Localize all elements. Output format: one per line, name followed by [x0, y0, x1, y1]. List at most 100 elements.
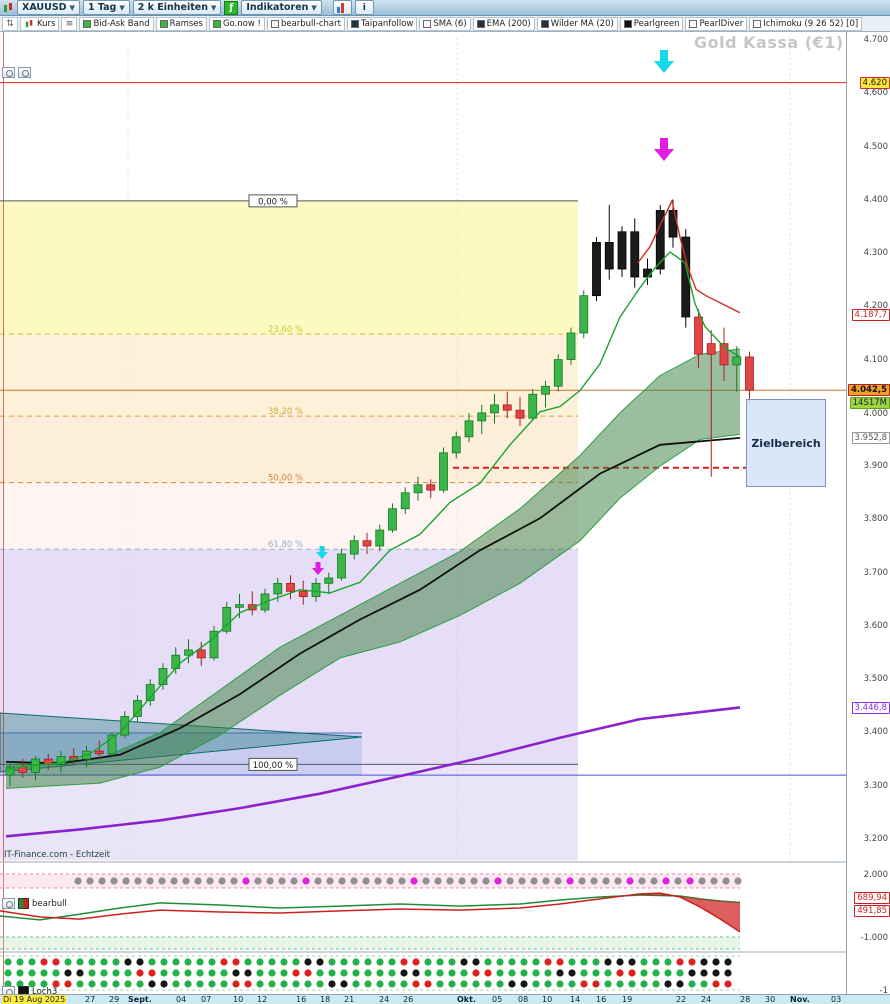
time-axis-label: 27: [85, 995, 96, 1004]
bearbull-dot: [110, 877, 118, 885]
price-axis[interactable]: 4.700 4.620 4.600 4.500 4.400 4.300 4.200 4.187…: [846, 32, 890, 996]
indicator-chip-sma-6-[interactable]: SMA (6): [419, 16, 471, 31]
loch3-dot: [4, 958, 12, 966]
chevron-down-icon: ▼: [119, 3, 125, 12]
indicator-toolbar: ⇅ Kurs ≡ Bid-Ask Band Ramses Go.now ! bearb…: [0, 16, 890, 32]
bearbull-dot: [290, 877, 298, 885]
bearbull-dot: [482, 877, 490, 885]
candle-body: [311, 582, 321, 598]
indicator-chip-go-now-[interactable]: Go.now !: [208, 16, 265, 31]
indicator-chip-list: Bid-Ask Band Ramses Go.now ! bearbull-chart…: [79, 16, 863, 31]
indicator-chip-label: PearlDiver: [699, 18, 744, 29]
list-icon[interactable]: ≡: [61, 16, 78, 31]
time-axis[interactable]: Di 19 Aug 2025 27 29 Sept. 04 07 10 12 16 18 21 24 2…: [0, 994, 890, 1004]
symbol-dropdown[interactable]: XAUUSD ▼: [17, 0, 80, 15]
bearbull-swatch[interactable]: [18, 898, 29, 909]
indicator-chip-wilder-ma-20-[interactable]: Wilder MA (20): [536, 16, 618, 31]
loch3-dot: [412, 958, 420, 966]
price-axis-label: 4.600: [863, 88, 888, 98]
bearbull-dot: [434, 877, 442, 885]
loch3-dot: [256, 969, 264, 977]
candlestick-icon: [3, 2, 14, 14]
signal-cyan-arrow-small: [319, 546, 325, 552]
loch3-dot: [568, 958, 576, 966]
signal-cyan-arrow-small: [316, 552, 328, 559]
loch3-dot: [340, 980, 348, 988]
loch3-dot: [460, 969, 468, 977]
price-axis-label: 4.000: [863, 409, 888, 419]
loch3-dot: [568, 969, 576, 977]
bearbull-dot: [638, 877, 646, 885]
price-axis-label: 491,85: [854, 905, 890, 917]
loch3-dot: [76, 980, 84, 988]
indicator-chip-ramses[interactable]: Ramses: [155, 16, 207, 31]
loch3-dot: [292, 969, 300, 977]
loch3-dot: [316, 969, 324, 977]
bearbull-dot: [662, 877, 670, 885]
bearbull-dot: [254, 877, 262, 885]
pin-icon[interactable]: [18, 67, 31, 78]
bearbull-dot: [734, 877, 742, 885]
camera-icon[interactable]: [2, 898, 15, 909]
candle-body: [515, 409, 525, 419]
time-axis-label: 14: [570, 995, 581, 1004]
loch3-dot: [520, 980, 528, 988]
loch3-dot: [148, 969, 156, 977]
price-axis-label: 2.000: [863, 870, 888, 880]
candle-body: [196, 649, 206, 659]
loch3-dot: [100, 969, 108, 977]
loch3-dot: [724, 958, 732, 966]
chevron-down-icon: ▼: [69, 3, 75, 12]
indicator-swatch: [270, 19, 279, 28]
loch3-dot: [688, 980, 696, 988]
fib-zone: [0, 200, 578, 335]
indicator-chip-pearlgreen[interactable]: Pearlgreen: [619, 16, 684, 31]
loch3-dot: [712, 969, 720, 977]
candle-body: [553, 359, 563, 387]
loch3-dot: [88, 958, 96, 966]
target-zone-box[interactable]: Zielbereich: [746, 399, 826, 487]
candle-body: [592, 242, 601, 297]
loch3-dot: [388, 969, 396, 977]
candle-body: [235, 604, 244, 608]
loch3-dot: [376, 958, 384, 966]
chart-type-button[interactable]: [332, 0, 352, 15]
timeframe-dropdown[interactable]: 1 Tag ▼: [82, 0, 130, 15]
units-dropdown[interactable]: 2 k Einheiten ▼: [132, 0, 222, 15]
info-icon: i: [362, 2, 366, 13]
candle-body: [604, 242, 614, 270]
loch3-dot: [364, 980, 372, 988]
price-axis-label: 4.042,5: [847, 384, 890, 396]
time-axis-label: 05: [492, 995, 503, 1004]
main-chart-canvas[interactable]: 0,00 % 23,60 % 38,20 % 50,00 % 61,80 % 100,00…: [0, 32, 846, 995]
info-button[interactable]: i: [354, 0, 374, 15]
camera-icon[interactable]: [2, 67, 15, 78]
indicator-chip-ichimoku-9-26-52-0-[interactable]: Ichimoku (9 26 52) [0]: [749, 16, 863, 31]
loch3-dot: [160, 980, 168, 988]
bearbull-dot: [122, 877, 130, 885]
indicator-chip-bearbull-chart[interactable]: bearbull-chart: [266, 16, 345, 31]
indicator-fx-icon: ƒ: [224, 0, 239, 15]
candle-body: [464, 420, 474, 438]
loch3-dot: [184, 958, 192, 966]
loch3-dot: [424, 969, 432, 977]
loch3-dot: [424, 958, 432, 966]
bearbull-dot: [398, 877, 406, 885]
kurs-chip[interactable]: Kurs: [20, 16, 60, 31]
indicators-dropdown[interactable]: Indikatoren ▼: [241, 0, 322, 15]
sort-icon[interactable]: ⇅: [2, 16, 18, 31]
loch3-dot: [40, 969, 48, 977]
indicator-chip-taipanfollow[interactable]: Taipanfollow: [346, 16, 418, 31]
candle-body: [668, 210, 678, 238]
price-axis-label: 3.446,8: [851, 702, 890, 714]
indicator-chip-ema-200-[interactable]: EMA (200): [472, 16, 535, 31]
bearbull-dot: [698, 877, 706, 885]
bearbull-dot: [338, 877, 346, 885]
indicator-chip-pearldiver[interactable]: PearlDiver: [685, 16, 748, 31]
red-ma-line: [637, 198, 741, 314]
bearbull-dot: [170, 877, 178, 885]
fib-label: 38,20 %: [268, 407, 303, 417]
indicator-chip-bid-ask-band[interactable]: Bid-Ask Band: [79, 16, 154, 31]
indicator-swatch: [159, 19, 168, 28]
candle-body: [107, 734, 117, 755]
